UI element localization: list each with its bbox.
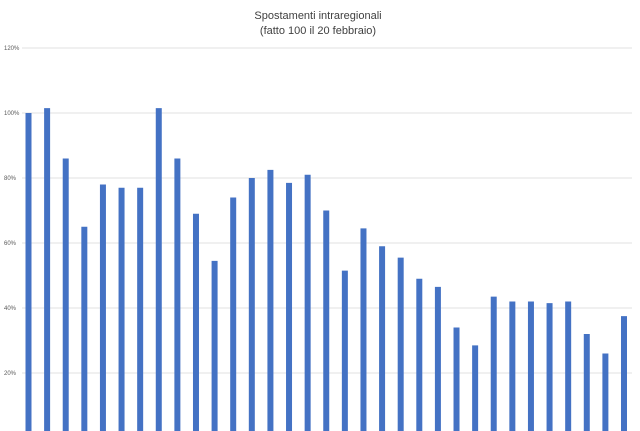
bar	[248, 178, 255, 431]
bar	[137, 187, 144, 431]
bar	[621, 316, 627, 431]
bar	[360, 228, 367, 431]
bar	[25, 113, 32, 431]
bar	[304, 174, 311, 431]
bar	[602, 353, 609, 431]
bar	[174, 158, 181, 431]
y-tick-label: 20%	[4, 371, 17, 377]
bar	[379, 246, 386, 431]
bar	[565, 301, 572, 431]
bar	[44, 108, 51, 431]
y-tick-label: 120%	[4, 46, 20, 52]
bar	[397, 257, 404, 431]
bar	[509, 301, 516, 431]
y-tick-label: 80%	[4, 176, 17, 182]
y-tick-label: 40%	[4, 306, 17, 312]
bar	[583, 334, 590, 431]
bar	[341, 270, 348, 431]
bar	[490, 296, 497, 431]
y-tick-label: 100%	[4, 111, 20, 117]
bar	[118, 187, 125, 431]
bar	[192, 213, 199, 431]
bar	[472, 345, 479, 431]
bar	[286, 182, 293, 431]
bar	[434, 286, 441, 431]
bars	[25, 108, 627, 431]
bar	[230, 197, 237, 431]
chart-subtitle: (fatto 100 il 20 febbraio)	[260, 25, 376, 37]
bar	[211, 260, 218, 431]
bar	[323, 210, 330, 431]
bar	[416, 278, 423, 431]
chart-title: Spostamenti intraregionali	[254, 10, 381, 22]
y-axis-ticks: 20% 40% 60% 80% 100% 120%	[4, 46, 20, 377]
bar	[81, 226, 88, 431]
bar	[267, 169, 274, 431]
bar	[546, 303, 553, 431]
bar	[99, 184, 106, 431]
bar	[527, 301, 534, 431]
bar	[62, 158, 69, 431]
bar	[155, 108, 162, 431]
y-tick-label: 60%	[4, 241, 17, 247]
bar	[453, 327, 460, 431]
